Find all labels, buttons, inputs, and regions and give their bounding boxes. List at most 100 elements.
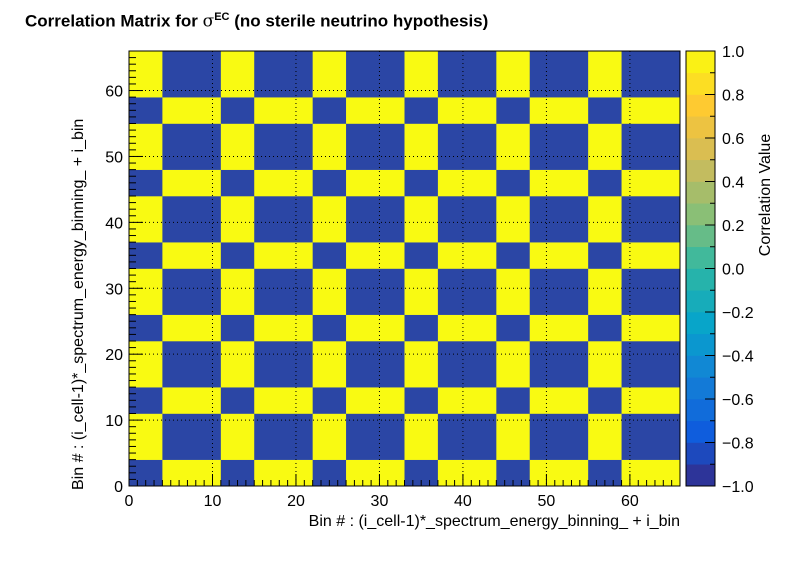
heatmap-cell bbox=[162, 51, 222, 98]
color-bar-band bbox=[686, 225, 715, 248]
heatmap-cell bbox=[621, 268, 681, 315]
z-tick-label: −0.6 bbox=[722, 392, 754, 409]
heatmap-cell bbox=[404, 196, 439, 243]
z-tick-label: 0.2 bbox=[722, 218, 744, 235]
heatmap-cell bbox=[588, 341, 622, 388]
x-tick-label: 60 bbox=[621, 493, 639, 510]
heatmap-cell bbox=[437, 123, 497, 170]
heatmap-cell bbox=[588, 314, 622, 342]
heatmap-cell bbox=[404, 169, 439, 197]
color-bar-band bbox=[686, 333, 715, 356]
heatmap-cell bbox=[437, 51, 497, 98]
heatmap-cell bbox=[346, 97, 405, 124]
heatmap-cell bbox=[346, 242, 405, 269]
z-axis: −1.0 −0.8 −0.6 −0.4 −0.2 0.0 0.2 0.4 0.6 0.8 1.0 bbox=[705, 44, 754, 496]
y-axis-label: Bin # : (i_cell-1)*_spectrum_energy_binn… bbox=[70, 119, 87, 490]
z-tick-label: −0.8 bbox=[722, 436, 754, 453]
heatmap-cell bbox=[220, 314, 255, 342]
heatmap-cell bbox=[312, 97, 347, 124]
heatmap-cell bbox=[346, 169, 405, 197]
heatmap-cell bbox=[529, 413, 589, 460]
y-axis: 0 10 20 30 40 50 60 bbox=[105, 50, 143, 496]
heatmap-cell bbox=[621, 341, 681, 388]
heatmap-cell bbox=[254, 341, 313, 388]
heatmap-cell bbox=[162, 169, 222, 197]
heatmap-cell bbox=[254, 413, 313, 460]
heatmap-cell bbox=[529, 196, 589, 243]
color-bar-band bbox=[686, 181, 715, 204]
heatmap-cell bbox=[437, 413, 497, 460]
heatmap-cell bbox=[312, 314, 347, 342]
heatmap-cell bbox=[496, 169, 531, 197]
z-tick-label: 0.4 bbox=[722, 175, 744, 192]
heatmap-cell bbox=[162, 268, 222, 315]
heatmap-cell bbox=[220, 196, 255, 243]
heatmap-cell bbox=[254, 97, 313, 124]
heatmap-cell bbox=[621, 51, 681, 98]
y-tick-label: 50 bbox=[105, 149, 123, 166]
heatmap-cell bbox=[312, 242, 347, 269]
heatmap-cell bbox=[496, 97, 531, 124]
heatmap-cell bbox=[529, 268, 589, 315]
heatmap-cell bbox=[220, 169, 255, 197]
heatmap-cell bbox=[162, 387, 222, 414]
z-tick-label: −0.4 bbox=[722, 349, 754, 366]
heatmap-cell bbox=[529, 341, 589, 388]
heatmap-cell bbox=[254, 314, 313, 342]
heatmap-cell bbox=[529, 459, 589, 487]
heatmap-cell bbox=[129, 123, 163, 170]
heatmap-cell bbox=[312, 387, 347, 414]
heatmap-cell bbox=[129, 268, 163, 315]
heatmap-cell bbox=[129, 196, 163, 243]
heatmap-cell bbox=[162, 196, 222, 243]
z-tick-label: −0.2 bbox=[722, 305, 754, 322]
z-axis-label: Correlation Value bbox=[757, 134, 774, 257]
heatmap-cell bbox=[346, 341, 405, 388]
x-tick-label: 0 bbox=[125, 493, 134, 510]
color-bar-band bbox=[686, 94, 715, 117]
color-bar-band bbox=[686, 442, 715, 465]
heatmap-cell bbox=[496, 51, 531, 98]
heatmap-cell bbox=[346, 123, 405, 170]
heatmap-cell bbox=[254, 123, 313, 170]
y-tick-label: 10 bbox=[105, 413, 123, 430]
x-tick-label: 30 bbox=[371, 493, 389, 510]
heatmap-cell bbox=[346, 51, 405, 98]
color-bar-band bbox=[686, 355, 715, 378]
heatmap-cell bbox=[254, 196, 313, 243]
heatmap-cell bbox=[529, 123, 589, 170]
heatmap-cell bbox=[162, 459, 222, 487]
color-bar-band bbox=[686, 268, 715, 291]
heatmap-cell bbox=[220, 242, 255, 269]
x-tick-label: 40 bbox=[454, 493, 472, 510]
color-bar-band bbox=[686, 72, 715, 95]
title-prefix: Correlation Matrix for bbox=[25, 11, 203, 31]
heatmap-cell bbox=[162, 341, 222, 388]
heatmap-cell bbox=[312, 169, 347, 197]
heatmap-cell bbox=[496, 341, 531, 388]
title-suffix: (no sterile neutrino hypothesis) bbox=[229, 11, 489, 31]
heatmap-cell bbox=[588, 97, 622, 124]
heatmap-cell bbox=[621, 196, 681, 243]
title-superscript: EC bbox=[214, 11, 230, 23]
y-tick-label: 20 bbox=[105, 347, 123, 364]
heatmap-cell bbox=[588, 387, 622, 414]
heatmap-cell bbox=[404, 242, 439, 269]
heatmap-cell bbox=[220, 97, 255, 124]
x-axis-label: Bin # : (i_cell-1)*_spectrum_energy_binn… bbox=[309, 513, 680, 530]
heatmap-cell bbox=[588, 196, 622, 243]
heatmap-cell bbox=[437, 459, 497, 487]
heatmap-cell bbox=[346, 196, 405, 243]
y-tick-label: 30 bbox=[105, 281, 123, 298]
heatmap-cell bbox=[346, 413, 405, 460]
color-bar bbox=[685, 50, 716, 487]
color-bar-band bbox=[686, 290, 715, 313]
heatmap-cell bbox=[404, 123, 439, 170]
color-bar-band bbox=[686, 464, 715, 487]
heatmap-cell bbox=[129, 341, 163, 388]
heatmap-cell bbox=[588, 268, 622, 315]
heatmap-cell bbox=[437, 97, 497, 124]
heatmap-cell bbox=[496, 387, 531, 414]
heatmap-cell bbox=[529, 314, 589, 342]
heatmap-cell bbox=[312, 123, 347, 170]
